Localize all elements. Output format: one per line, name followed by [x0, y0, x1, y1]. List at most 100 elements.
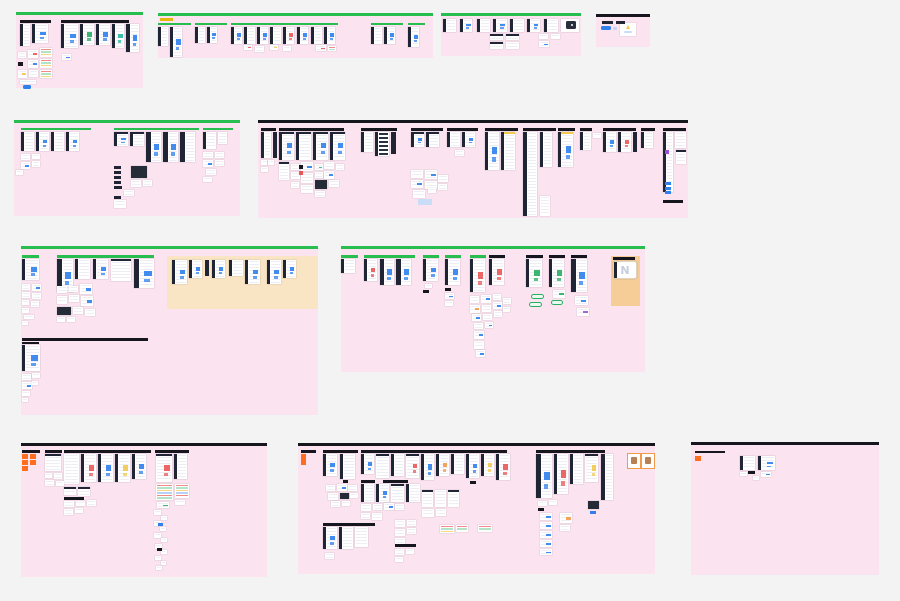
- content-card[interactable]: [244, 45, 252, 50]
- content-card[interactable]: [503, 307, 510, 312]
- content-card[interactable]: [560, 513, 572, 523]
- content-card[interactable]: [315, 191, 325, 197]
- content-card[interactable]: [131, 180, 141, 187]
- content-card[interactable]: [438, 184, 447, 190]
- group-header-bar[interactable]: [603, 128, 636, 131]
- content-card[interactable]: [411, 180, 423, 188]
- sticky-note[interactable]: [29, 454, 36, 459]
- content-card[interactable]: [476, 350, 485, 357]
- group-header-bar[interactable]: [423, 255, 439, 258]
- group-header-bar[interactable]: [45, 450, 62, 453]
- group-header-bar[interactable]: [361, 450, 507, 453]
- content-card[interactable]: [21, 162, 30, 169]
- content-card[interactable]: [283, 46, 291, 51]
- content-card[interactable]: [395, 557, 403, 562]
- content-card[interactable]: [324, 171, 334, 179]
- mini-screen[interactable]: [51, 132, 64, 151]
- content-card[interactable]: [301, 185, 313, 193]
- mini-screen[interactable]: [163, 132, 178, 162]
- group-header-bar[interactable]: [57, 255, 154, 258]
- content-card[interactable]: [255, 46, 264, 52]
- group-header-bar[interactable]: [364, 255, 415, 258]
- mini-screen[interactable]: [313, 131, 328, 160]
- content-card[interactable]: [540, 549, 552, 555]
- content-card[interactable]: [411, 170, 423, 178]
- flow-frame-3[interactable]: [441, 13, 581, 56]
- mini-screen[interactable]: [57, 259, 73, 292]
- pill-button[interactable]: [531, 294, 544, 299]
- mini-screen[interactable]: [283, 26, 294, 44]
- mini-screen[interactable]: [361, 131, 373, 152]
- flow-frame-11[interactable]: [691, 442, 879, 575]
- content-card[interactable]: [445, 301, 453, 306]
- group-header-bar[interactable]: [361, 128, 397, 131]
- content-card[interactable]: [154, 533, 161, 538]
- content-card[interactable]: [384, 503, 394, 510]
- mini-screen[interactable]: [134, 259, 154, 288]
- mini-screen[interactable]: [330, 131, 345, 160]
- content-card[interactable]: [620, 23, 636, 36]
- content-card[interactable]: [291, 182, 299, 188]
- mini-screen[interactable]: [540, 131, 552, 167]
- group-header-bar[interactable]: [383, 480, 408, 483]
- flow-frame-4[interactable]: [596, 14, 650, 47]
- mini-screen[interactable]: [436, 454, 449, 476]
- content-card[interactable]: [474, 331, 484, 339]
- mini-screen[interactable]: [443, 18, 456, 32]
- content-card[interactable]: [474, 323, 483, 329]
- group-header-bar[interactable]: [20, 20, 51, 23]
- mini-screen[interactable]: [218, 132, 227, 144]
- content-card[interactable]: [676, 150, 686, 164]
- group-header-bar[interactable]: [445, 255, 461, 258]
- group-header-bar[interactable]: [64, 497, 84, 500]
- content-card[interactable]: [301, 162, 313, 171]
- content-card[interactable]: [588, 501, 599, 509]
- mini-screen[interactable]: [174, 454, 187, 479]
- content-card[interactable]: [57, 286, 67, 293]
- content-card[interactable]: [593, 133, 601, 138]
- mini-screen[interactable]: [466, 454, 479, 478]
- content-card[interactable]: [18, 70, 27, 78]
- content-card[interactable]: [124, 190, 134, 196]
- content-card[interactable]: [215, 160, 224, 166]
- mini-screen[interactable]: [501, 131, 515, 170]
- mini-screen[interactable]: [391, 454, 404, 476]
- content-card[interactable]: [261, 160, 267, 165]
- mini-screen[interactable]: [126, 24, 139, 52]
- mini-screen[interactable]: [180, 132, 195, 162]
- content-card[interactable]: [478, 525, 492, 532]
- content-card[interactable]: [161, 516, 167, 520]
- content-card[interactable]: [445, 293, 454, 299]
- content-card[interactable]: [436, 509, 446, 516]
- content-card[interactable]: [175, 484, 189, 498]
- group-header-bar[interactable]: [580, 128, 592, 131]
- mini-screen[interactable]: [205, 260, 209, 276]
- mini-screen[interactable]: [361, 454, 374, 474]
- content-card[interactable]: [413, 190, 425, 198]
- mini-screen[interactable]: [195, 26, 205, 43]
- content-card[interactable]: [438, 175, 448, 182]
- mini-screen[interactable]: [527, 18, 540, 32]
- content-card[interactable]: [331, 501, 340, 507]
- group-header-bar[interactable]: [114, 128, 199, 131]
- content-card[interactable]: [406, 549, 414, 554]
- mini-screen[interactable]: [64, 454, 79, 484]
- mini-screen[interactable]: [203, 132, 216, 149]
- group-header-bar[interactable]: [485, 128, 518, 131]
- content-card[interactable]: [577, 308, 589, 316]
- mini-screen[interactable]: [580, 131, 591, 150]
- content-card[interactable]: [69, 286, 78, 292]
- content-card[interactable]: [503, 298, 511, 304]
- content-card[interactable]: [642, 454, 654, 468]
- mini-screen[interactable]: [554, 454, 568, 494]
- mini-screen[interactable]: [130, 132, 144, 146]
- mini-screen[interactable]: [570, 454, 583, 484]
- mini-screen[interactable]: [477, 18, 490, 32]
- mini-screen[interactable]: [257, 26, 268, 44]
- mini-screen[interactable]: [571, 259, 587, 292]
- sticky-note[interactable]: [22, 454, 28, 459]
- content-card[interactable]: [76, 501, 85, 506]
- primary-button[interactable]: [601, 25, 611, 30]
- group-header-bar[interactable]: [411, 128, 443, 131]
- mini-screen[interactable]: [447, 131, 460, 147]
